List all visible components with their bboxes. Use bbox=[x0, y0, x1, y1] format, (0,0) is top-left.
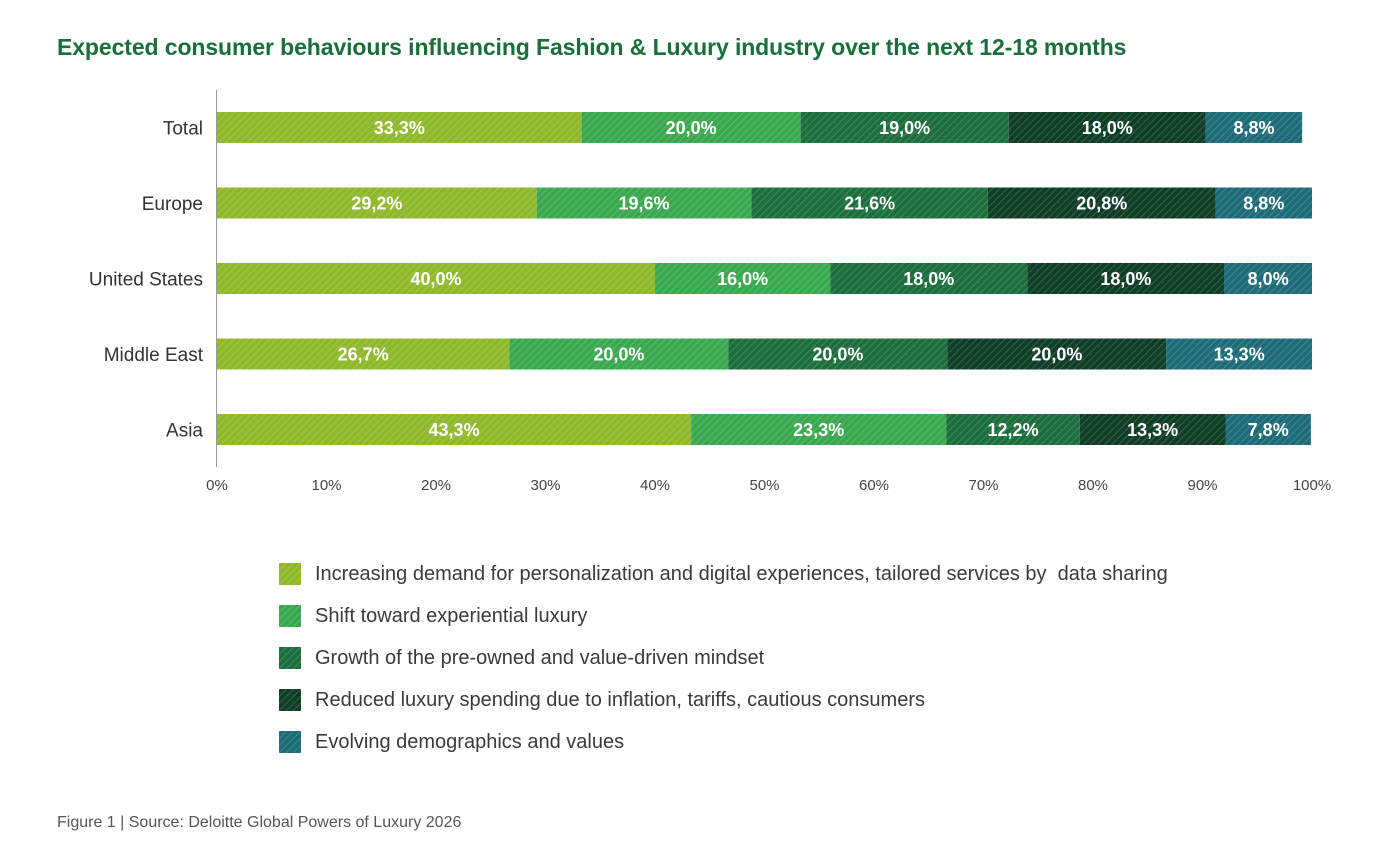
x-axis-ticks-layer: 0% 10% 20% 30% 40% 50% 60% 70% 80% 90% 100% bbox=[206, 477, 1331, 494]
bar-data-label: 20,0% bbox=[1031, 345, 1082, 365]
chart-title: Expected consumer behaviours influencing… bbox=[57, 34, 1127, 60]
bar-segment bbox=[1224, 263, 1312, 294]
x-tick-label: 100% bbox=[1293, 477, 1331, 494]
legend: Increasing demand for personalization an… bbox=[279, 553, 1168, 763]
bar-data-label: 19,6% bbox=[619, 194, 670, 214]
legend-item-demographics: Evolving demographics and values bbox=[279, 721, 1168, 763]
bar-data-label: 19,0% bbox=[879, 118, 930, 138]
bar-segment bbox=[581, 112, 801, 143]
bar-data-label: 29,2% bbox=[351, 194, 402, 214]
bar-data-label: 8,8% bbox=[1243, 194, 1284, 214]
legend-swatch bbox=[279, 647, 301, 669]
bar-segment bbox=[946, 414, 1080, 445]
legend-label: Evolving demographics and values bbox=[315, 730, 625, 753]
bar-data-label: 21,6% bbox=[844, 194, 895, 214]
legend-swatch bbox=[279, 563, 301, 585]
bar-data-label: 20,0% bbox=[812, 345, 863, 365]
x-tick-label: 20% bbox=[421, 477, 451, 494]
bar-data-label: 8,8% bbox=[1233, 118, 1274, 138]
legend-item-reduced-spending: Reduced luxury spending due to inflation… bbox=[279, 679, 1168, 721]
bar-segment bbox=[217, 112, 582, 143]
legend-swatch bbox=[279, 605, 301, 627]
legend-label: Increasing demand for personalization an… bbox=[315, 562, 1168, 585]
x-tick-label: 90% bbox=[1187, 477, 1217, 494]
bar-segment bbox=[1205, 112, 1303, 143]
bar-data-label: 13,3% bbox=[1214, 345, 1265, 365]
bar-segment bbox=[800, 112, 1009, 143]
stacked-bar-chart: 33,3% 20,0% 19,0% 18,0% 8,8% 29,2% 19,6% 21,6% 2… bbox=[89, 90, 1331, 494]
legend-item-pre-owned: Growth of the pre-owned and value-driven… bbox=[279, 637, 1168, 679]
bar-data-label: 18,0% bbox=[1100, 269, 1151, 289]
x-tick-label: 40% bbox=[640, 477, 670, 494]
bar-data-label: 33,3% bbox=[374, 118, 425, 138]
category-label: United States bbox=[89, 270, 203, 291]
bar-data-label: 18,0% bbox=[903, 269, 954, 289]
category-label: Middle East bbox=[104, 345, 204, 366]
bar-data-label: 8,0% bbox=[1248, 269, 1289, 289]
bar-segment bbox=[1215, 187, 1312, 219]
bar-segment bbox=[947, 338, 1167, 370]
legend-item-experiential: Shift toward experiential luxury bbox=[279, 595, 1168, 637]
bar-segment bbox=[987, 187, 1216, 219]
legend-label: Growth of the pre-owned and value-driven… bbox=[315, 646, 765, 669]
x-tick-label: 30% bbox=[530, 477, 560, 494]
bar-segment bbox=[655, 263, 831, 294]
legend-swatch bbox=[279, 689, 301, 711]
x-tick-label: 50% bbox=[749, 477, 779, 494]
bar-segment bbox=[728, 338, 948, 370]
bar-data-label: 40,0% bbox=[410, 269, 461, 289]
x-tick-label: 10% bbox=[311, 477, 341, 494]
bar-segment bbox=[217, 338, 510, 370]
bars-layer bbox=[217, 112, 1312, 445]
legend-label: Shift toward experiential luxury bbox=[315, 604, 588, 627]
x-tick-label: 80% bbox=[1078, 477, 1108, 494]
bar-data-label: 12,2% bbox=[988, 420, 1039, 440]
bar-segment bbox=[1027, 263, 1225, 294]
bar-segment bbox=[1166, 338, 1312, 370]
bar-data-label: 18,0% bbox=[1082, 118, 1133, 138]
legend-label: Reduced luxury spending due to inflation… bbox=[315, 688, 925, 711]
bar-data-label: 7,8% bbox=[1248, 420, 1289, 440]
bar-data-label: 20,0% bbox=[666, 118, 717, 138]
legend-swatch bbox=[279, 731, 301, 753]
bar-segment bbox=[217, 414, 692, 445]
bar-data-label: 26,7% bbox=[338, 345, 389, 365]
figure-source: Figure 1 | Source: Deloitte Global Power… bbox=[57, 814, 462, 831]
category-label: Total bbox=[163, 119, 203, 140]
bar-data-label: 20,0% bbox=[593, 345, 644, 365]
bar-labels-layer: 33,3% 20,0% 19,0% 18,0% 8,8% 29,2% 19,6% 21,6% 2… bbox=[338, 118, 1289, 440]
legend-item-personalization: Increasing demand for personalization an… bbox=[279, 553, 1168, 595]
bar-segment bbox=[691, 414, 947, 445]
category-labels-layer: Total Europe United States Middle East Asia bbox=[89, 119, 204, 442]
bar-data-label: 23,3% bbox=[793, 420, 844, 440]
bar-data-label: 16,0% bbox=[717, 269, 768, 289]
x-tick-label: 0% bbox=[206, 477, 228, 494]
x-tick-label: 70% bbox=[968, 477, 998, 494]
bar-segment bbox=[217, 187, 537, 219]
bar-segment bbox=[509, 338, 729, 370]
bar-segment bbox=[1225, 414, 1311, 445]
bar-segment bbox=[1008, 112, 1206, 143]
x-tick-label: 60% bbox=[859, 477, 889, 494]
category-label: Europe bbox=[142, 194, 203, 215]
bar-segment bbox=[536, 187, 752, 219]
bar-segment bbox=[217, 263, 655, 294]
bar-data-label: 13,3% bbox=[1127, 420, 1178, 440]
bar-data-label: 20,8% bbox=[1076, 194, 1127, 214]
bar-data-label: 43,3% bbox=[429, 420, 480, 440]
bar-segment bbox=[830, 263, 1028, 294]
category-label: Asia bbox=[166, 421, 203, 442]
bar-segment bbox=[1079, 414, 1226, 445]
bar-segment bbox=[751, 187, 988, 219]
